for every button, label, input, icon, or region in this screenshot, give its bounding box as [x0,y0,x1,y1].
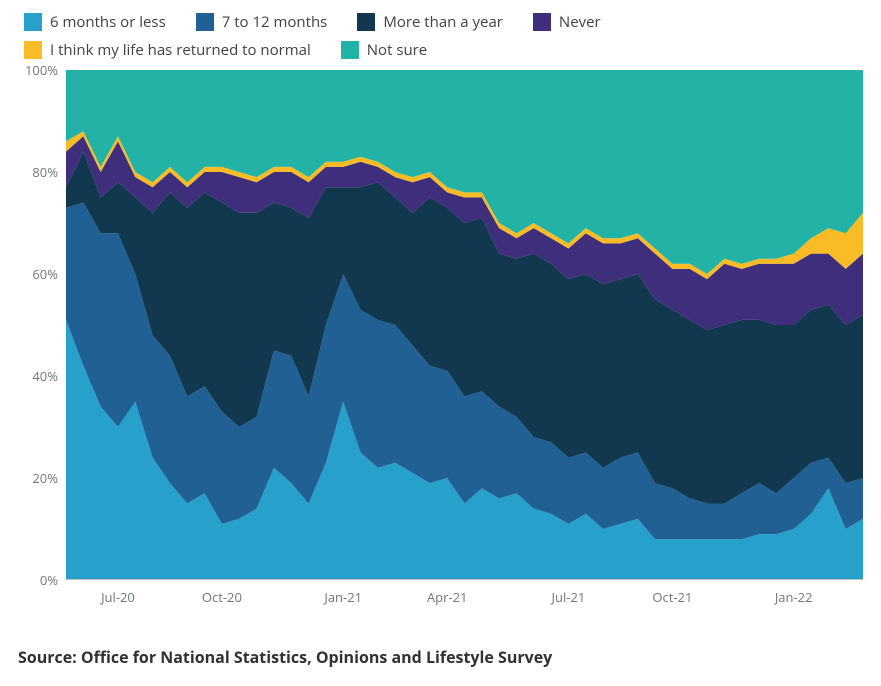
legend-label: Not sure [367,40,427,60]
x-tick-label: Oct-21 [652,588,692,606]
legend-label: 6 months or less [50,12,166,32]
legend-item[interactable]: Never [533,12,601,32]
legend-swatch [24,41,42,59]
y-tick-label: 100% [25,61,58,79]
x-tick-label: Jul-20 [101,588,135,606]
legend-swatch [533,13,551,31]
legend-swatch [357,13,375,31]
plot-area [66,70,863,580]
x-tick-label: Jul-21 [552,588,586,606]
legend-item[interactable]: More than a year [357,12,503,32]
legend-item[interactable]: I think my life has returned to normal [24,40,311,60]
legend-swatch [24,13,42,31]
legend-swatch [341,41,359,59]
x-tick-label: Apr-21 [427,588,468,606]
y-tick-label: 0% [40,571,58,589]
legend-item[interactable]: 7 to 12 months [196,12,328,32]
y-tick-label: 20% [32,469,58,487]
legend-swatch [196,13,214,31]
x-tick-label: Jan-22 [775,588,813,606]
x-axis: Jul-20 Oct-20 Jan-21 Apr-21 Jul-21 Oct-21 Jan-… [66,580,863,610]
legend-item[interactable]: Not sure [341,40,427,60]
y-tick-label: 60% [32,265,58,283]
legend-label: 7 to 12 months [222,12,328,32]
y-tick-label: 80% [32,163,58,181]
legend-label: More than a year [383,12,503,32]
x-tick-label: Jan-21 [324,588,362,606]
legend-label: Never [559,12,601,32]
stacked-area-chart: 0%20%40%60%80%100% Jul-20Oct-20Jan-21Apr… [66,70,863,610]
source-attribution: Source: Office for National Statistics, … [18,632,863,668]
legend: 6 months or less 7 to 12 months More than … [24,12,863,60]
y-tick-label: 40% [32,367,58,385]
legend-item[interactable]: 6 months or less [24,12,166,32]
y-axis: 0%20%40%60%80%100% [18,70,62,580]
legend-label: I think my life has returned to normal [50,40,311,60]
x-tick-label: Oct-20 [202,588,242,606]
